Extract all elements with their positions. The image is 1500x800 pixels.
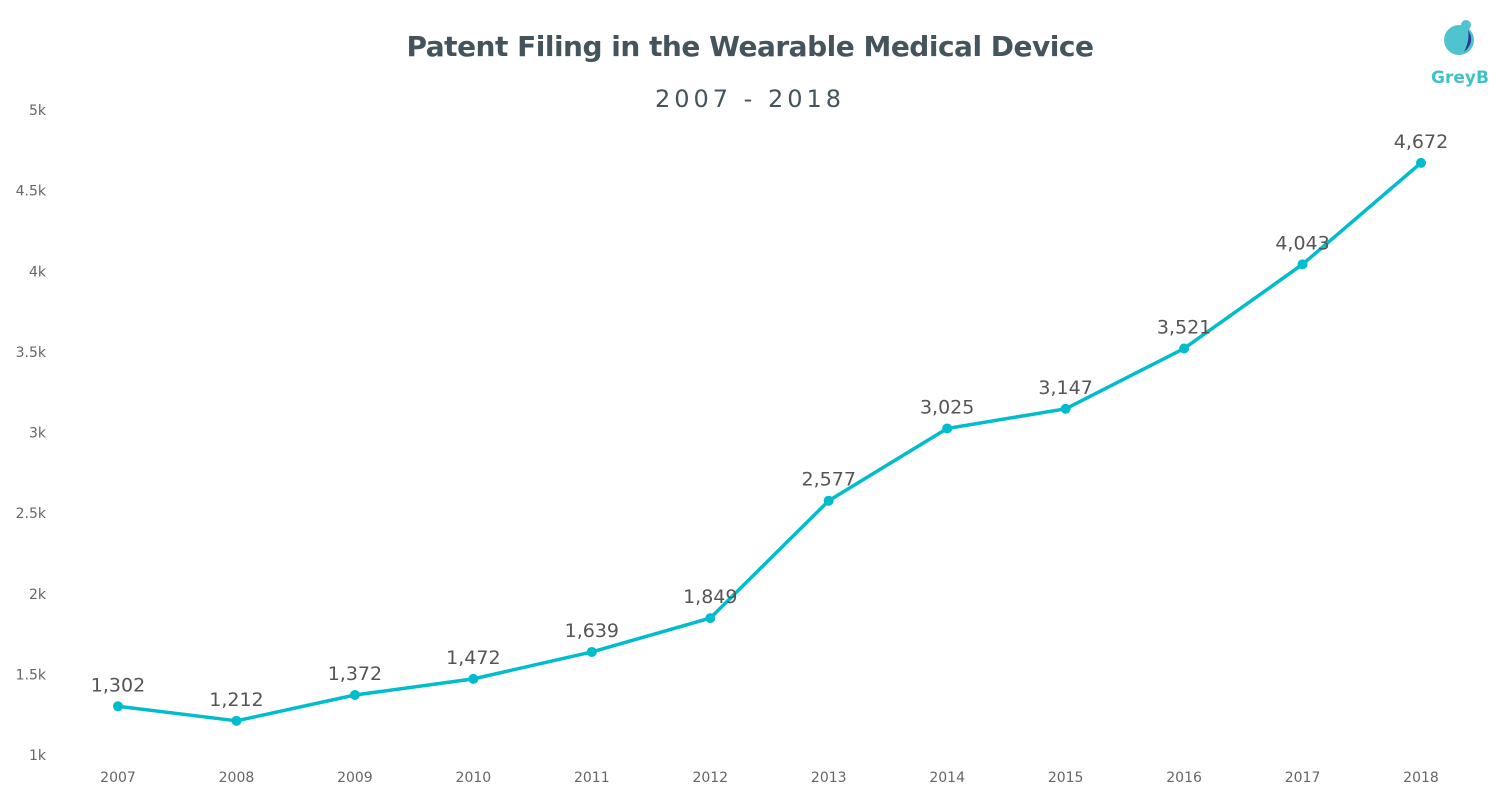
y-tick-label: 2k	[29, 587, 47, 603]
data-point[interactable]	[231, 716, 241, 726]
data-label: 3,521	[1157, 316, 1211, 338]
x-axis: 2007 2008 2009 2010 2011 2012 2013 2014 2015 2016…	[100, 770, 1439, 786]
data-point[interactable]	[1061, 404, 1071, 414]
y-tick-label: 3k	[29, 426, 47, 442]
series-line	[118, 163, 1421, 721]
data-label: 1,212	[209, 689, 263, 711]
x-tick-label: 2011	[574, 770, 610, 786]
data-label: 4,672	[1394, 131, 1448, 153]
data-point[interactable]	[942, 423, 952, 433]
data-label: 3,147	[1038, 377, 1092, 399]
y-tick-label: 1.5k	[16, 667, 47, 683]
data-point[interactable]	[824, 496, 834, 506]
data-point[interactable]	[350, 690, 360, 700]
data-labels: 1,302 1,212 1,372 1,472 1,639 1,849 2,577 3,025…	[91, 131, 1448, 711]
x-tick-label: 2007	[100, 770, 136, 786]
data-point[interactable]	[1179, 343, 1189, 353]
data-label: 1,372	[328, 663, 382, 685]
data-label: 1,849	[683, 586, 737, 608]
y-axis: 1k 1.5k 2k 2.5k 3k 3.5k 4k 4.5k 5k	[16, 103, 47, 764]
y-tick-label: 4.5k	[16, 184, 47, 200]
y-tick-label: 3.5k	[16, 345, 47, 361]
data-points	[113, 158, 1426, 726]
x-tick-label: 2015	[1048, 770, 1084, 786]
x-tick-label: 2016	[1166, 770, 1202, 786]
data-label: 4,043	[1275, 232, 1329, 254]
y-tick-label: 2.5k	[16, 506, 47, 522]
data-label: 1,302	[91, 674, 145, 696]
data-point[interactable]	[1298, 259, 1308, 269]
x-tick-label: 2009	[337, 770, 373, 786]
data-point[interactable]	[705, 613, 715, 623]
y-tick-label: 1k	[29, 748, 47, 764]
x-tick-label: 2010	[456, 770, 492, 786]
data-label: 1,639	[565, 620, 619, 642]
data-label: 1,472	[446, 647, 500, 669]
data-point[interactable]	[587, 647, 597, 657]
x-tick-label: 2008	[219, 770, 255, 786]
y-tick-label: 5k	[29, 103, 47, 119]
data-point[interactable]	[468, 674, 478, 684]
x-tick-label: 2018	[1403, 770, 1439, 786]
x-tick-label: 2017	[1285, 770, 1321, 786]
data-point[interactable]	[113, 701, 123, 711]
data-label: 2,577	[802, 469, 856, 491]
x-tick-label: 2013	[811, 770, 847, 786]
x-tick-label: 2014	[929, 770, 965, 786]
x-tick-label: 2012	[692, 770, 728, 786]
y-tick-label: 4k	[29, 264, 47, 280]
data-point[interactable]	[1416, 158, 1426, 168]
data-label: 3,025	[920, 396, 974, 418]
